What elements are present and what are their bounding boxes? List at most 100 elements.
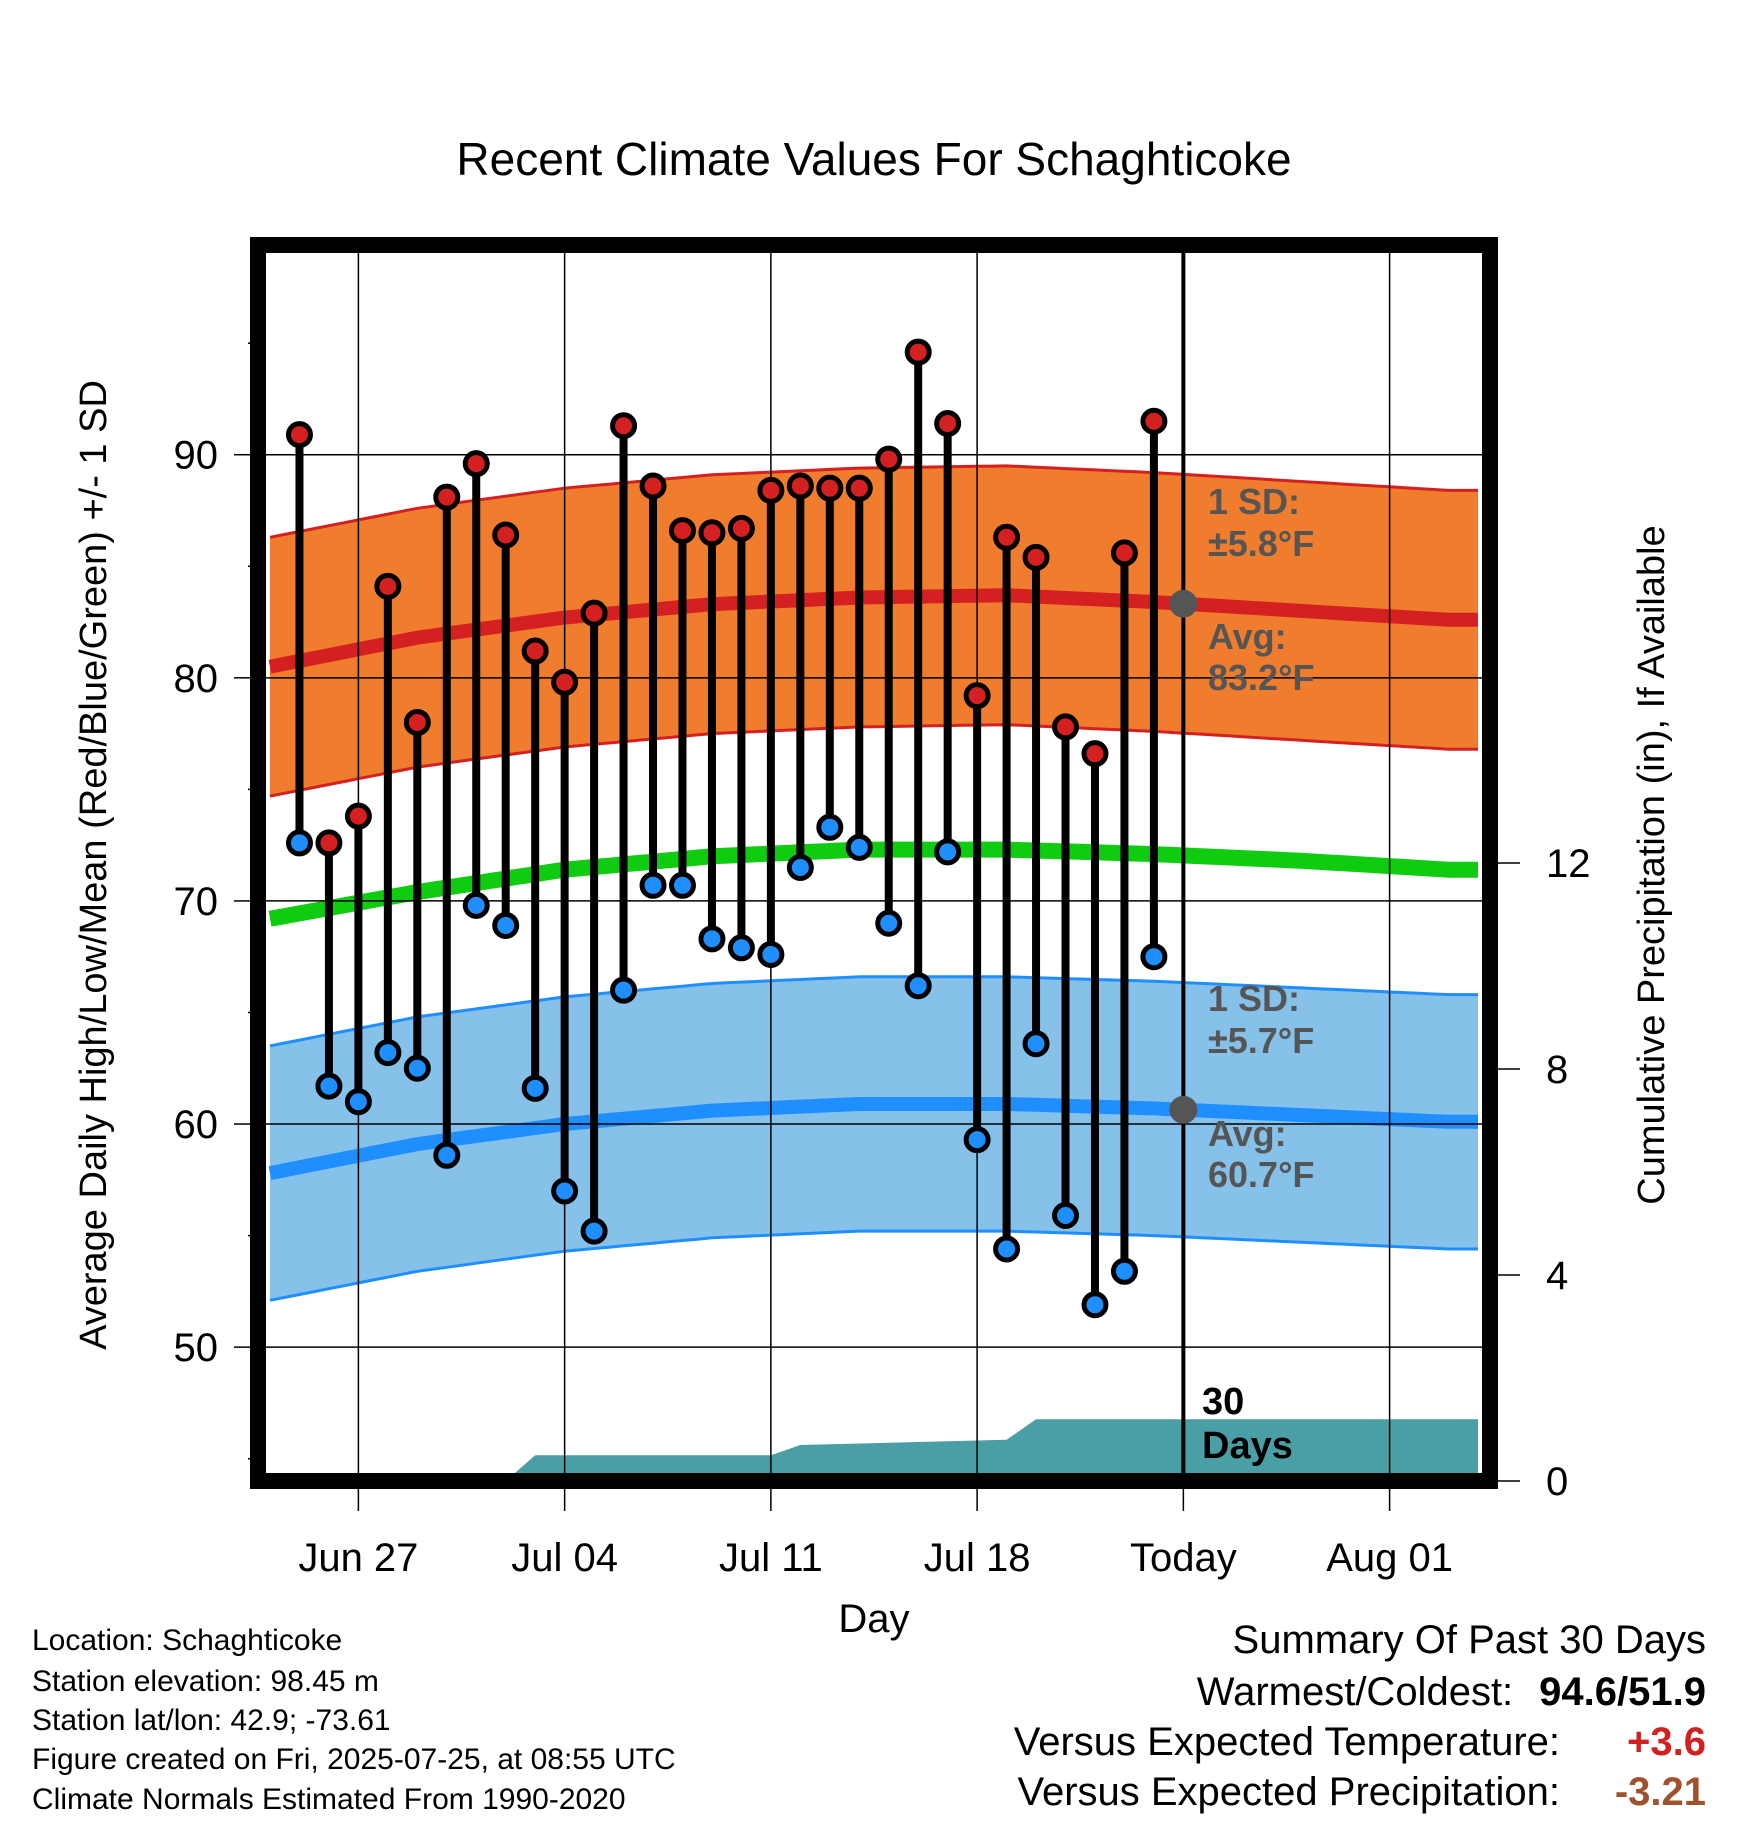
low-sd-upper-line bbox=[269, 975, 1478, 1048]
low-avg-value: 60.7°F bbox=[1208, 1154, 1314, 1195]
daily-high-point bbox=[344, 802, 372, 830]
high-sd-label: 1 SD: bbox=[1208, 481, 1300, 522]
daily-high-point bbox=[816, 474, 844, 502]
summary-warm-cold-label: Warmest/Coldest: bbox=[1196, 1670, 1514, 1714]
high-avg-value: 83.2°F bbox=[1208, 657, 1314, 698]
daily-high-point bbox=[433, 483, 461, 511]
mean-avg-line bbox=[268, 841, 1478, 927]
daily-low-point bbox=[639, 871, 667, 899]
high-sd-band bbox=[270, 465, 1478, 797]
summary-temp-value: +3.6 bbox=[1627, 1720, 1706, 1764]
daily-low-point bbox=[1081, 1291, 1109, 1319]
chart-title: Recent Climate Values For Schaghticoke bbox=[456, 133, 1291, 185]
daily-low-point bbox=[1110, 1257, 1138, 1285]
daily-low-point bbox=[551, 1177, 579, 1205]
daily-low-point bbox=[610, 976, 638, 1004]
summary-warm-cold-value: 94.6/51.9 bbox=[1539, 1670, 1706, 1714]
summary-precipitation: Versus Expected Precipitation: -3.21 bbox=[1017, 1770, 1706, 1815]
daily-low-point bbox=[492, 911, 520, 939]
daily-high-point bbox=[1140, 407, 1168, 435]
low-sd-lower-line bbox=[269, 1229, 1478, 1302]
low-avg-annotation: Avg: 60.7°F bbox=[1208, 1113, 1314, 1195]
daily-high-point bbox=[904, 338, 932, 366]
summary-title: Summary Of Past 30 Days bbox=[1232, 1618, 1706, 1662]
x-tick-label: Today bbox=[1130, 1536, 1237, 1580]
x-tick-label: Aug 01 bbox=[1326, 1536, 1453, 1580]
y-axis-label: Average Daily High/Low/Mean (Red/Blue/Gr… bbox=[73, 380, 115, 1350]
today-window-count: 30 bbox=[1202, 1381, 1244, 1423]
daily-high-point bbox=[610, 412, 638, 440]
daily-low-point bbox=[1052, 1202, 1080, 1230]
summary-temp-label: Versus Expected Temperature: bbox=[1013, 1720, 1560, 1764]
daily-low-point bbox=[698, 925, 726, 953]
low-avg-line bbox=[268, 1097, 1478, 1180]
high-avg-annotation: Avg: 83.2°F bbox=[1208, 616, 1314, 698]
y2-tick-label: 0 bbox=[1546, 1460, 1568, 1504]
daily-low-point bbox=[344, 1088, 372, 1116]
daily-low-point bbox=[580, 1217, 608, 1245]
plot-frame bbox=[250, 237, 1498, 1489]
y2-tick-label: 8 bbox=[1546, 1048, 1568, 1092]
summary-precip-label: Versus Expected Precipitation: bbox=[1017, 1770, 1560, 1814]
daily-low-point bbox=[668, 871, 696, 899]
daily-high-point bbox=[551, 668, 579, 696]
daily-high-point bbox=[492, 521, 520, 549]
daily-low-point bbox=[727, 934, 755, 962]
footer-created: Figure created on Fri, 2025-07-25, at 08… bbox=[32, 1743, 676, 1776]
high-avg-label: Avg: bbox=[1208, 616, 1287, 657]
y2-axis-label: Cumulative Precipitation (in), If Availa… bbox=[1631, 525, 1673, 1204]
daily-low-point bbox=[963, 1126, 991, 1154]
today-window-label: 30 Days bbox=[1202, 1381, 1293, 1467]
daily-high-point bbox=[1052, 713, 1080, 741]
low-sd-annotation: 1 SD: ±5.7°F bbox=[1208, 978, 1314, 1061]
daily-low-point bbox=[786, 853, 814, 881]
y-tick-label: 60 bbox=[174, 1103, 219, 1147]
daily-high-point bbox=[875, 445, 903, 473]
daily-low-point bbox=[757, 940, 785, 968]
low-avg-label: Avg: bbox=[1208, 1113, 1287, 1154]
daily-low-point bbox=[315, 1072, 343, 1100]
daily-high-point bbox=[963, 682, 991, 710]
daily-high-point bbox=[285, 421, 313, 449]
daily-high-point bbox=[580, 599, 608, 627]
daily-high-point bbox=[639, 472, 667, 500]
daily-low-point bbox=[816, 813, 844, 841]
x-tick-label: Jul 04 bbox=[511, 1536, 618, 1580]
footer-elevation: Station elevation: 98.45 m bbox=[32, 1665, 379, 1698]
daily-high-point bbox=[786, 472, 814, 500]
x-axis-label: Day bbox=[838, 1597, 909, 1641]
low-sd-value: ±5.7°F bbox=[1208, 1020, 1314, 1061]
high-sd-lower-line bbox=[269, 723, 1478, 798]
daily-low-point bbox=[1140, 943, 1168, 971]
x-tick-label: Jul 11 bbox=[719, 1536, 823, 1580]
daily-high-point bbox=[668, 517, 696, 545]
high-avg-line bbox=[268, 588, 1478, 674]
daily-high-point bbox=[993, 523, 1021, 551]
low-avg-today-marker bbox=[1169, 1095, 1198, 1124]
daily-low-point bbox=[462, 891, 490, 919]
footer-latlon: Station lat/lon: 42.9; -73.61 bbox=[32, 1704, 391, 1737]
daily-high-point bbox=[1022, 543, 1050, 571]
daily-high-point bbox=[698, 519, 726, 547]
daily-low-point bbox=[433, 1141, 461, 1169]
daily-high-point bbox=[521, 637, 549, 665]
y2-tick-label: 4 bbox=[1546, 1254, 1568, 1298]
y-tick-label: 50 bbox=[174, 1326, 219, 1370]
low-sd-label: 1 SD: bbox=[1208, 978, 1300, 1019]
daily-high-point bbox=[374, 572, 402, 600]
high-sd-annotation: 1 SD: ±5.8°F bbox=[1208, 481, 1314, 564]
today-window-unit: Days bbox=[1202, 1425, 1293, 1467]
daily-low-point bbox=[993, 1235, 1021, 1263]
daily-high-point bbox=[462, 450, 490, 478]
daily-low-point bbox=[374, 1039, 402, 1067]
high-avg-today-marker bbox=[1169, 589, 1198, 618]
y-tick-label: 90 bbox=[174, 434, 219, 478]
daily-low-point bbox=[1022, 1030, 1050, 1058]
y-tick-label: 80 bbox=[174, 657, 219, 701]
daily-high-point bbox=[845, 474, 873, 502]
daily-high-point bbox=[403, 708, 431, 736]
precipitation-area bbox=[270, 1419, 1478, 1481]
x-tick-label: Jul 18 bbox=[924, 1536, 1031, 1580]
daily-low-point bbox=[875, 909, 903, 937]
